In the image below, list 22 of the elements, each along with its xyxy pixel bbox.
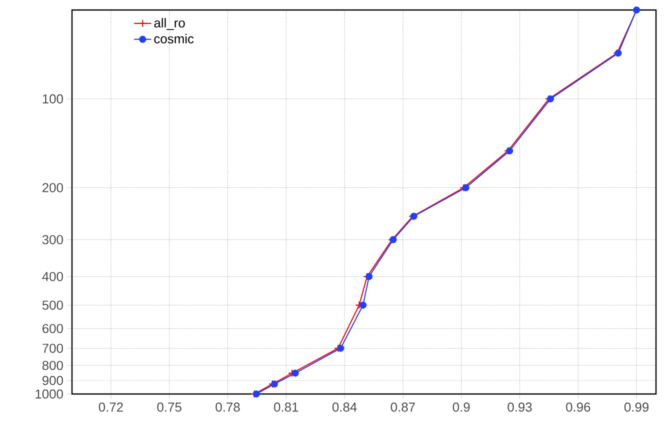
x-tick-label: 0.81 <box>274 402 298 412</box>
y-tick-label: 300 <box>42 235 63 244</box>
x-tick-label: 0.72 <box>98 402 123 412</box>
x-tick-label: 0.84 <box>332 402 357 412</box>
y-tick-label: 500 <box>42 300 63 310</box>
x-tick-label: 0.75 <box>157 402 182 412</box>
y-tick-label: 700 <box>42 344 63 353</box>
y-tick-label: 800 <box>42 360 63 370</box>
y-tick-label: 400 <box>42 272 63 282</box>
x-tick-label: 0.93 <box>508 402 532 412</box>
y-tick-label: 1000 <box>36 389 63 399</box>
y-tick-label: 900 <box>42 376 63 386</box>
legend-label: cosmic <box>154 34 194 44</box>
x-tick-label: 0.96 <box>566 402 590 412</box>
x-tick-label: 0.87 <box>390 402 415 412</box>
y-tick-label: 100 <box>42 94 63 104</box>
x-tick-label: 0.78 <box>216 402 240 412</box>
y-tick-label: 600 <box>42 324 63 334</box>
legend-label: all_ro <box>154 18 185 30</box>
x-tick-label: 0.99 <box>624 402 649 412</box>
y-tick-label: 200 <box>42 183 63 192</box>
x-tick-label: 0.9 <box>452 402 470 412</box>
